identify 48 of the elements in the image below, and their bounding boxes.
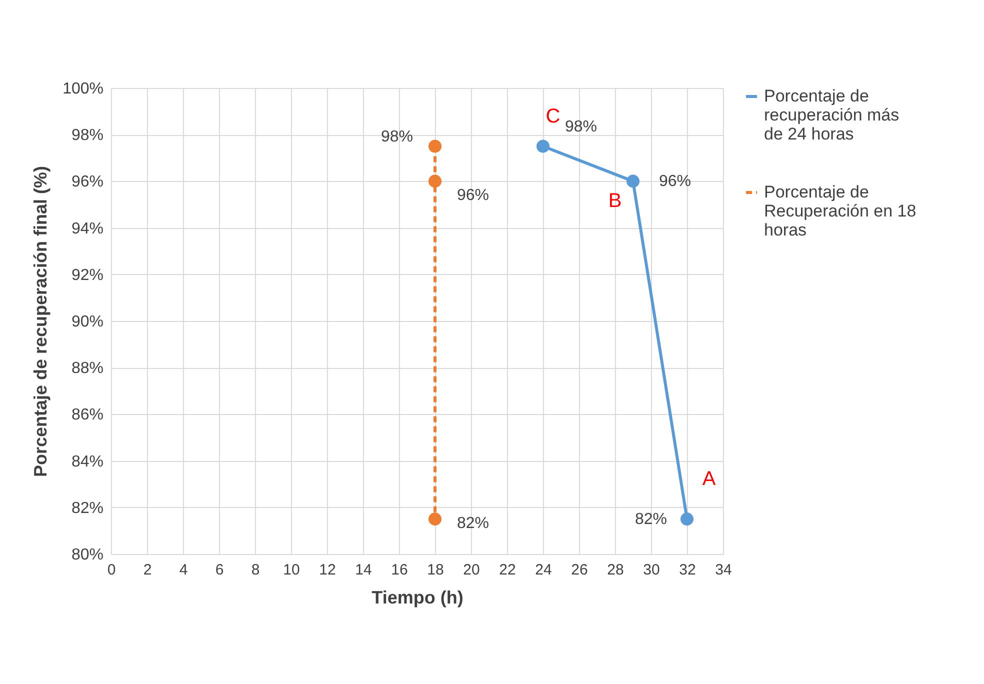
x-tick-label: 0 (107, 562, 116, 578)
y-tick-label: 96% (71, 174, 104, 191)
data-label: 98% (380, 128, 414, 146)
y-axis-title: Porcentaje de recuperación final (%) (30, 166, 51, 478)
legend-label: Porcentaje de Recuperación en 18 horas (764, 182, 916, 240)
x-tick-label: 24 (535, 562, 552, 578)
x-tick-label: 2 (143, 562, 152, 578)
y-tick-label: 88% (71, 360, 104, 378)
y-tick-label: 86% (71, 406, 104, 424)
x-tick-label: 20 (463, 562, 480, 578)
data-label: 82% (634, 511, 668, 528)
x-axis-title: Tiempo (h) (372, 588, 464, 608)
point (428, 512, 442, 526)
point (536, 140, 550, 153)
x-tick-label: 32 (679, 562, 696, 578)
y-tick-label: 84% (71, 453, 104, 470)
annotation: B (608, 190, 622, 212)
x-tick-label: 8 (251, 562, 260, 578)
y-tick-label: 94% (71, 220, 104, 238)
point (428, 140, 442, 153)
x-tick-label: 28 (607, 562, 624, 578)
x-tick-label: 22 (499, 562, 516, 578)
x-tick-label: 12 (319, 562, 336, 578)
x-tick-label: 26 (571, 562, 588, 578)
annotation: A (702, 468, 716, 490)
point (626, 174, 640, 188)
data-label: 82% (456, 515, 490, 532)
legend-label: Porcentaje de recuperación más de 24 horas (764, 86, 900, 144)
y-tick-label: 92% (71, 266, 104, 284)
point (428, 174, 442, 188)
y-tick-label: 80% (71, 546, 104, 564)
x-tick-label: 34 (715, 562, 732, 578)
point (680, 512, 694, 526)
x-tick-label: 4 (179, 562, 188, 578)
x-tick-label: 30 (643, 562, 660, 578)
data-label: 96% (456, 187, 490, 204)
annotation: C (546, 105, 560, 128)
y-tick-label: 82% (71, 500, 104, 517)
y-tick-label: 90% (71, 314, 104, 330)
x-tick-label: 18 (427, 562, 444, 578)
data-label: 98% (564, 118, 598, 136)
x-tick-label: 10 (283, 562, 300, 578)
x-tick-label: 16 (391, 562, 408, 578)
x-tick-label: 6 (215, 562, 224, 578)
y-tick-label: 100% (62, 80, 104, 98)
data-label: 96% (658, 173, 692, 190)
y-tick-label: 98% (71, 127, 104, 144)
x-tick-label: 14 (355, 562, 372, 578)
